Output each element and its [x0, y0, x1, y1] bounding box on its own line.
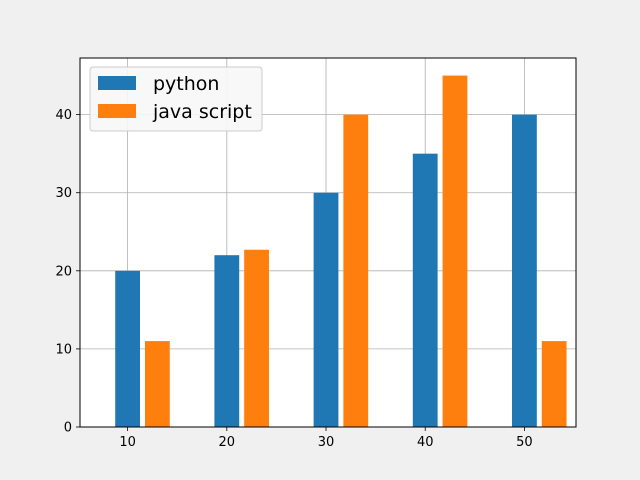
legend-swatch-java-script	[98, 104, 136, 118]
bar-java-script-53	[541, 341, 567, 427]
axis-ticks: 10 20 30 40 50 0 10 20 30 40	[55, 108, 532, 450]
x-tick-label: 40	[417, 435, 434, 450]
x-tick-label: 10	[119, 435, 136, 450]
x-tick-label: 20	[219, 435, 236, 450]
bar-python-20	[214, 255, 240, 427]
x-tick-label: 50	[516, 435, 533, 450]
bar-java-script-13	[144, 341, 170, 427]
plot-frame	[79, 57, 577, 428]
bar-python-50	[512, 114, 537, 427]
y-tick-label: 20	[55, 264, 72, 279]
bar-python-30	[313, 192, 339, 427]
legend-label-python: python	[153, 73, 219, 95]
y-tick-label: 0	[64, 421, 72, 436]
bar-python-40	[412, 153, 438, 427]
bar-java-script-23	[244, 249, 269, 427]
y-tick-label: 40	[55, 108, 72, 123]
bars	[115, 75, 567, 428]
legend: python java script	[89, 66, 263, 132]
bar-java-script-33	[343, 114, 369, 427]
y-tick-label: 30	[55, 186, 72, 201]
legend-swatch-python	[98, 76, 136, 90]
y-tick-label: 10	[55, 342, 72, 357]
legend-label-java-script: java script	[152, 101, 252, 123]
x-tick-label: 30	[318, 435, 335, 450]
bar-python-10	[115, 270, 141, 427]
bar-java-script-43	[442, 75, 468, 428]
